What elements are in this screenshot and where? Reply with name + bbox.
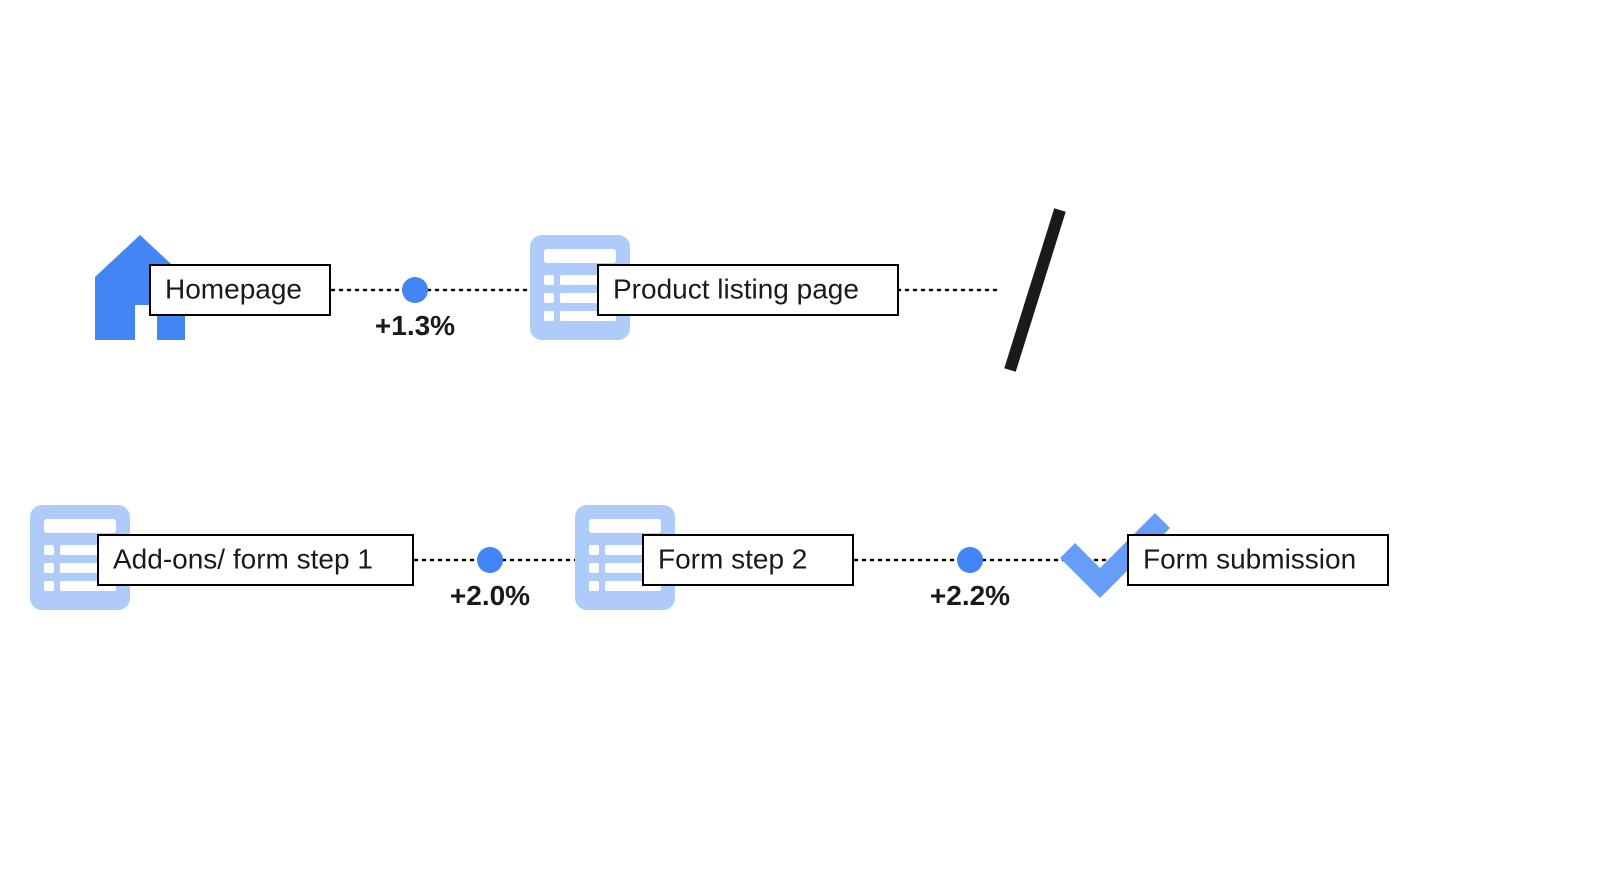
node-label: Form submission [1143, 543, 1356, 574]
node-form-step-2: Form step 2 [643, 535, 853, 585]
node-product-listing-page: Product listing page [598, 265, 898, 315]
connector-dot [477, 547, 503, 573]
node-label: Product listing page [613, 273, 859, 304]
connector-metric: +2.2% [930, 580, 1010, 611]
connector-dot [402, 277, 428, 303]
node-label: Homepage [165, 273, 302, 304]
node-label: Form step 2 [658, 543, 807, 574]
connector-metric: +1.3% [375, 310, 455, 341]
connector-dot [957, 547, 983, 573]
flow-diagram: Homepage +1.3% Product listing page [0, 0, 1601, 874]
connector-metric: +2.0% [450, 580, 530, 611]
node-homepage: Homepage [150, 265, 330, 315]
node-label: Add-ons/ form step 1 [113, 543, 373, 574]
node-form-submission: Form submission [1128, 535, 1388, 585]
break-slash-icon [1010, 210, 1060, 370]
node-form-step-1: Add-ons/ form step 1 [98, 535, 413, 585]
